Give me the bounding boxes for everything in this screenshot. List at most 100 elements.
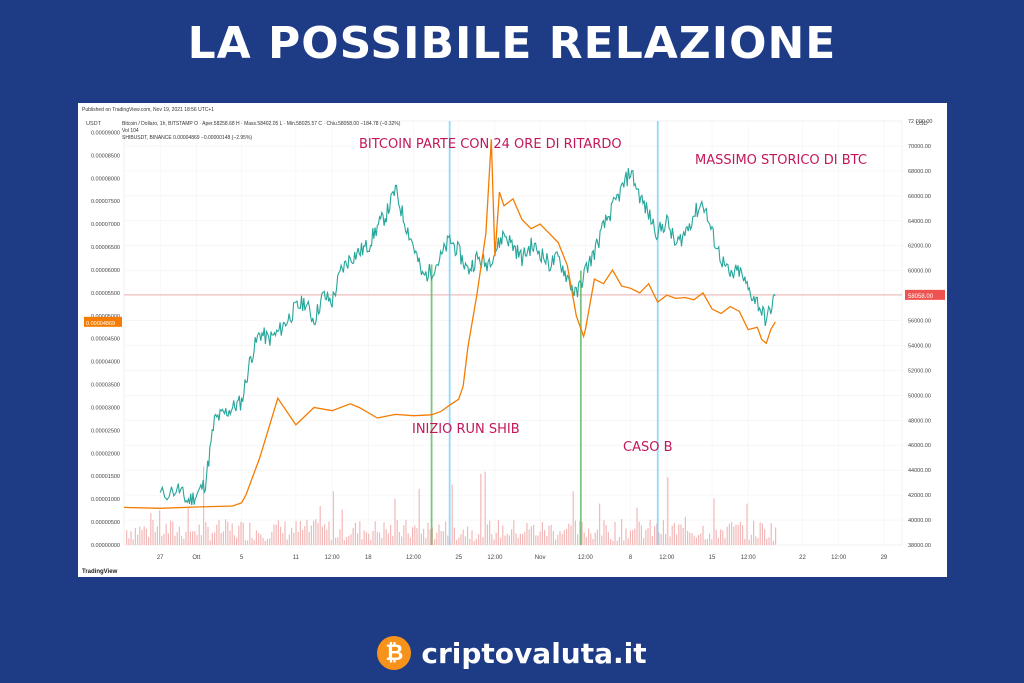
right-tick-label: 56000.00 [908, 319, 931, 325]
annotation-btc-delay: BITCOIN PARTE CON 24 ORE DI RITARDO [359, 137, 622, 152]
series-line-btc [159, 168, 776, 505]
volume-bar [570, 525, 572, 545]
x-tick-label: Nov [535, 555, 546, 561]
volume-bar [308, 531, 310, 545]
volume-bar [137, 534, 139, 545]
volume-bar [706, 538, 708, 545]
volume-bar [475, 538, 477, 545]
volume-bar [772, 540, 774, 545]
volume-bar [324, 524, 326, 545]
volume-bar [126, 530, 128, 545]
volume-bar [460, 534, 462, 545]
volume-bar [372, 530, 374, 545]
x-tick-label: 12:00 [578, 555, 594, 561]
volume-bar [174, 535, 176, 545]
volume-bar [702, 525, 704, 545]
volume-bar [502, 525, 504, 545]
volume-bar [495, 532, 497, 545]
volume-bar [436, 532, 438, 545]
volume-bar [299, 521, 301, 545]
chart-svg[interactable]: 72 000.00 70000.00 68000.00 66000.00 64000.0… [78, 103, 947, 577]
volume-bar [572, 491, 574, 545]
annotation-ath: MASSIMO STORICO DI BTC [695, 153, 867, 168]
volume-bar [559, 531, 561, 545]
volume-bar [394, 498, 396, 545]
volume-bar [645, 529, 647, 545]
x-tick-label: 12:00 [741, 555, 757, 561]
volume-bar [550, 524, 552, 545]
volume-bar [568, 523, 570, 545]
x-tick-label: 12:00 [406, 555, 422, 561]
annotation-shib-run: INIZIO RUN SHIB [412, 422, 520, 437]
volume-bar [467, 526, 469, 545]
volume-bar [715, 529, 717, 545]
volume-bar [724, 538, 726, 545]
volume-bar [165, 523, 167, 545]
left-tick-label: 0.00004500 [91, 337, 120, 343]
volume-bar [134, 528, 136, 545]
volume-bar [390, 524, 392, 545]
volume-bar [456, 539, 458, 545]
plot-area [123, 120, 903, 546]
left-tick-label: 0.00003500 [91, 383, 120, 389]
volume-bar [737, 525, 739, 545]
volume-bar [717, 537, 719, 545]
volume-bar [326, 529, 328, 545]
volume-bar [302, 530, 304, 545]
volume-bar [682, 527, 684, 545]
volume-bar [673, 523, 675, 545]
volume-bar [214, 532, 216, 545]
volume-bar [376, 532, 378, 545]
volume-bar [225, 519, 227, 545]
volume-bar [423, 528, 425, 545]
volume-bar [341, 509, 343, 545]
volume-bar [398, 531, 400, 545]
volume-bar [313, 520, 315, 545]
volume-bar [693, 535, 695, 545]
right-tick-label: 48000.00 [908, 418, 931, 424]
left-tick-label: 0.00000500 [91, 520, 120, 526]
volume-bar [178, 526, 180, 545]
volume-bar [484, 471, 486, 545]
volume-bar [196, 535, 198, 545]
volume-bar [478, 534, 480, 545]
right-tick-label: 70000.00 [908, 144, 931, 150]
volume-bar [742, 525, 744, 545]
shib-price-tag-bg [84, 316, 122, 327]
volume-bar [546, 536, 548, 545]
volume-bar [161, 535, 163, 545]
shib-price-tag: 0.00004869 [86, 321, 115, 327]
volume-bar [629, 530, 631, 545]
volume-bar [405, 519, 407, 545]
volume-bar [438, 524, 440, 545]
volume-bar [176, 532, 178, 545]
volume-bar [471, 530, 473, 545]
volume-bar [185, 531, 187, 545]
volume-bar [269, 538, 271, 545]
left-tick-label: 0.00005500 [91, 291, 120, 297]
volume-bar [607, 532, 609, 545]
volume-bar [605, 525, 607, 545]
volume-bar [361, 539, 363, 545]
volume-bar [275, 524, 277, 545]
volume-bar [524, 531, 526, 545]
volume-bar [258, 533, 260, 545]
brand-logo[interactable]: ₿ criptovaluta.it [377, 636, 647, 670]
volume-bar [515, 533, 517, 545]
volume-bar [453, 527, 455, 545]
volume-bar [768, 537, 770, 545]
left-tick-label: 0.00001000 [91, 497, 120, 503]
left-tick-label: 0.00009000 [91, 130, 120, 136]
volume-bar [374, 521, 376, 545]
volume-bar [231, 523, 233, 545]
volume-bar [381, 538, 383, 545]
volume-bar [227, 521, 229, 545]
volume-bar [403, 525, 405, 545]
right-tick-label: 38000.00 [908, 543, 931, 549]
left-tick-label: 0.00002500 [91, 428, 120, 434]
volume-bar [678, 524, 680, 545]
volume-bar [590, 533, 592, 545]
volume-bar [339, 529, 341, 545]
right-tick-label: 66000.00 [908, 194, 931, 200]
volume-bar [599, 503, 601, 545]
